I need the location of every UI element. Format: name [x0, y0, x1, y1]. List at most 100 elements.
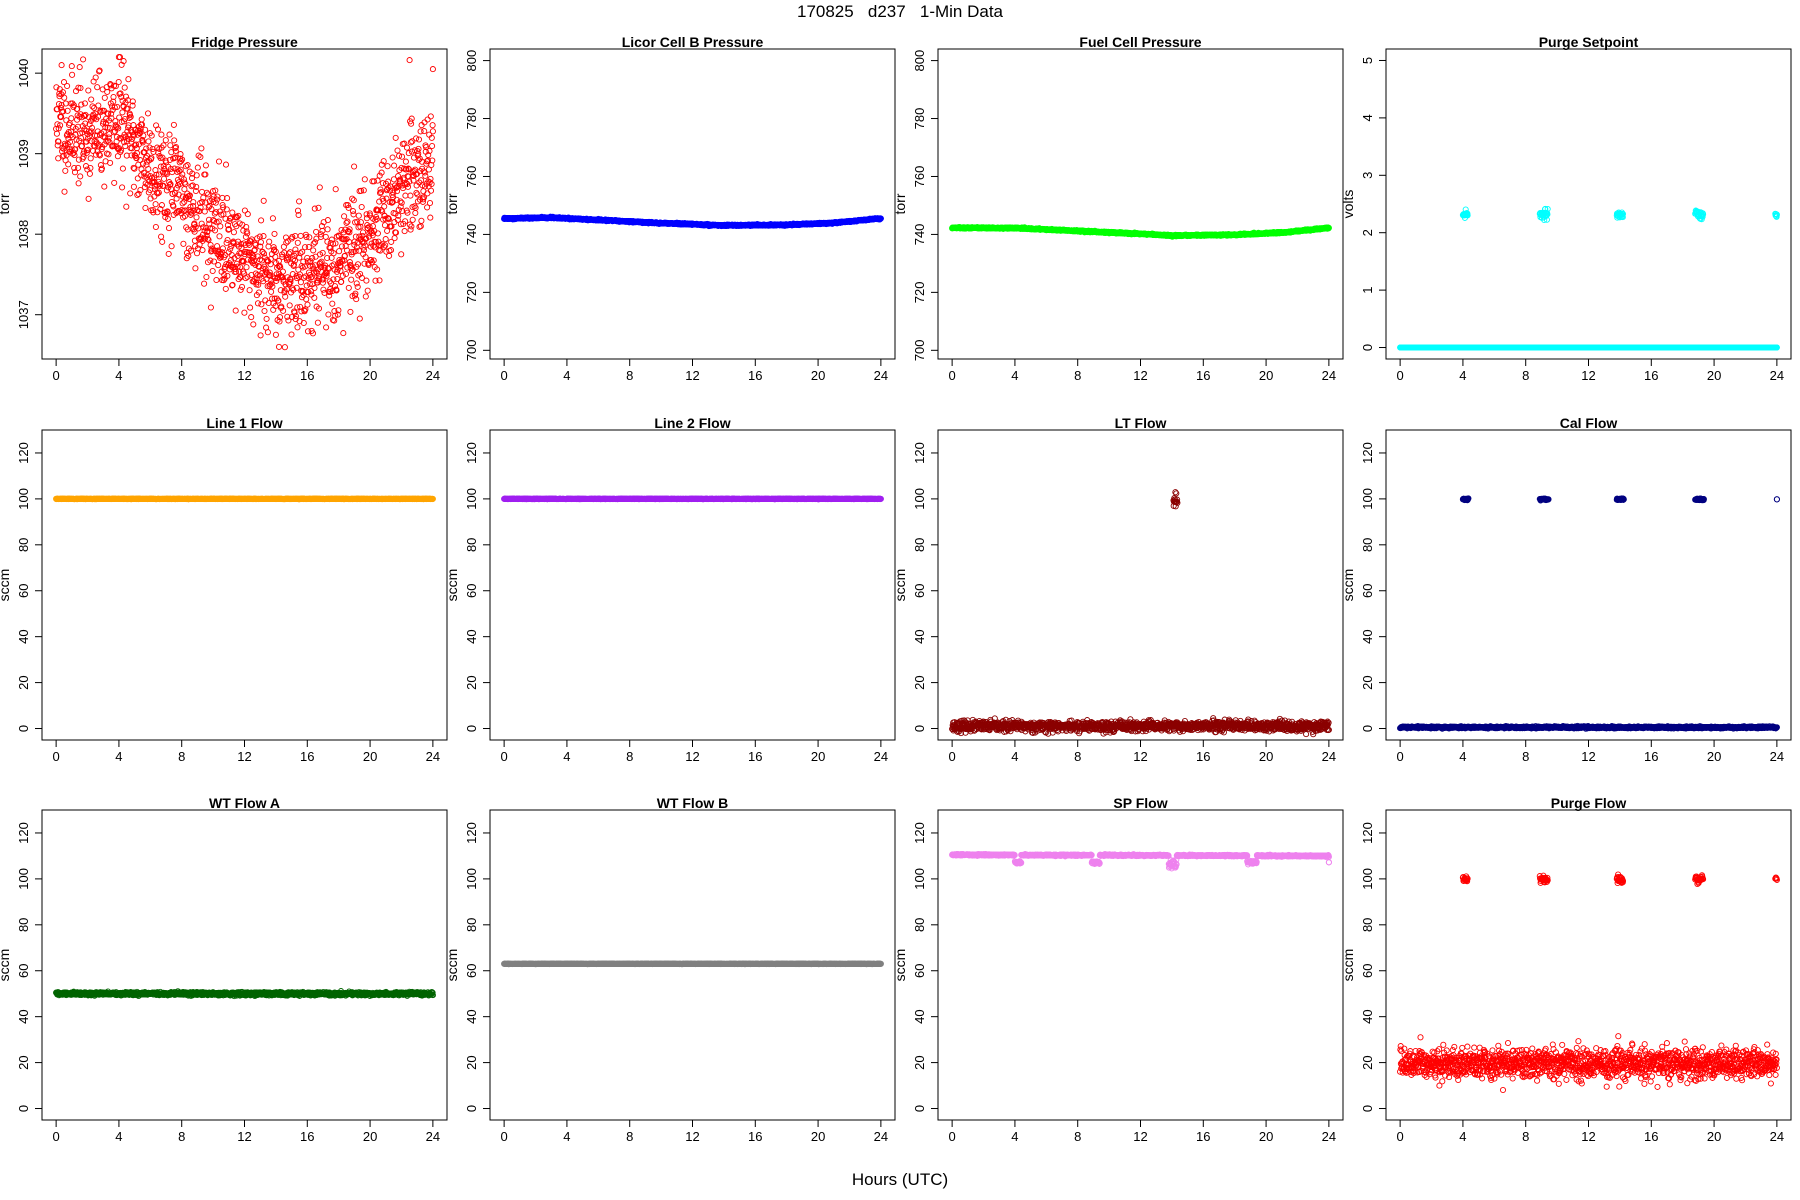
- plot-frame: [937, 48, 1344, 360]
- data-point: [114, 123, 121, 131]
- data-point: [277, 264, 284, 271]
- y-tick-label: 780: [464, 108, 479, 130]
- data-point: [353, 296, 360, 303]
- data-point: [284, 238, 291, 245]
- data-point: [61, 142, 69, 149]
- data-point: [412, 209, 419, 217]
- data-point: [418, 217, 425, 224]
- data-point: [232, 268, 240, 275]
- data-point: [318, 231, 325, 238]
- data-point: [256, 233, 263, 240]
- data-point: [201, 208, 208, 215]
- data-point: [297, 232, 304, 239]
- data-point: [242, 275, 249, 282]
- data-point: [412, 204, 419, 211]
- data-point: [78, 142, 86, 150]
- data-point: [208, 247, 215, 254]
- data-point: [190, 199, 197, 206]
- x-tick-label: 8: [178, 368, 185, 383]
- data-point: [222, 285, 229, 292]
- data-point: [81, 113, 88, 120]
- data-point: [392, 134, 399, 141]
- data-point: [72, 125, 79, 132]
- data-point: [110, 98, 117, 105]
- data-point: [301, 274, 308, 281]
- data-point: [163, 169, 170, 176]
- data-point: [77, 173, 84, 180]
- data-point: [401, 228, 408, 235]
- data-point: [257, 243, 264, 250]
- data-point: [131, 165, 138, 172]
- data-point: [382, 236, 389, 243]
- data-point: [248, 314, 255, 321]
- data-point: [293, 284, 300, 291]
- y-tick-label: 1039: [16, 139, 31, 168]
- data-point: [318, 258, 325, 265]
- data-point: [110, 129, 117, 136]
- data-point: [92, 74, 99, 81]
- data-point: [381, 203, 388, 210]
- data-point: [276, 318, 283, 325]
- data-point: [105, 110, 112, 117]
- data-point: [197, 153, 204, 161]
- data-point: [207, 257, 214, 264]
- data-point: [144, 110, 152, 117]
- data-point: [118, 93, 125, 101]
- data-point: [102, 124, 109, 131]
- x-tick-label: 12: [237, 368, 251, 383]
- data-point: [100, 128, 107, 135]
- data-point: [166, 131, 173, 138]
- data-point: [88, 124, 96, 131]
- data-point: [104, 137, 112, 144]
- data-point: [236, 268, 243, 275]
- data-point: [71, 152, 78, 159]
- data-point: [219, 194, 226, 201]
- data-point: [233, 260, 240, 267]
- data-point: [361, 176, 368, 183]
- data-point: [126, 114, 133, 121]
- data-point: [55, 100, 63, 108]
- data-point: [97, 162, 104, 169]
- data-point: [326, 288, 334, 295]
- data-point: [242, 233, 249, 240]
- data-point: [407, 192, 414, 199]
- data-point: [188, 175, 196, 182]
- data-point: [157, 206, 164, 213]
- data-point: [202, 199, 209, 206]
- data-point: [160, 142, 167, 149]
- data-point: [424, 116, 431, 123]
- data-point: [68, 63, 75, 70]
- data-point: [116, 114, 123, 121]
- data-point: [280, 307, 287, 314]
- data-point: [166, 181, 173, 188]
- data-point: [211, 227, 219, 234]
- data-point: [225, 225, 232, 233]
- data-point: [101, 94, 108, 101]
- data-point: [211, 210, 218, 217]
- data-point: [158, 233, 165, 240]
- data-point: [1325, 224, 1332, 231]
- data-point: [140, 132, 147, 139]
- data-point: [179, 156, 186, 163]
- data-point: [107, 159, 114, 166]
- data-point: [167, 142, 174, 149]
- data-point: [64, 82, 71, 90]
- data-point: [216, 254, 224, 261]
- data-point: [165, 225, 173, 232]
- data-point: [119, 109, 126, 116]
- data-point: [213, 276, 220, 284]
- data-point: [303, 282, 310, 289]
- data-point: [60, 108, 67, 115]
- data-point: [224, 195, 231, 202]
- data-point: [257, 332, 264, 339]
- y-tick-label: 5: [1360, 57, 1375, 64]
- data-point: [219, 201, 226, 209]
- data-point: [224, 222, 231, 229]
- data-point: [192, 187, 199, 195]
- data-point: [402, 192, 409, 199]
- data-point: [254, 300, 262, 307]
- data-point: [95, 102, 102, 109]
- data-point: [159, 169, 166, 176]
- data-point: [316, 260, 323, 267]
- data-point: [111, 179, 118, 186]
